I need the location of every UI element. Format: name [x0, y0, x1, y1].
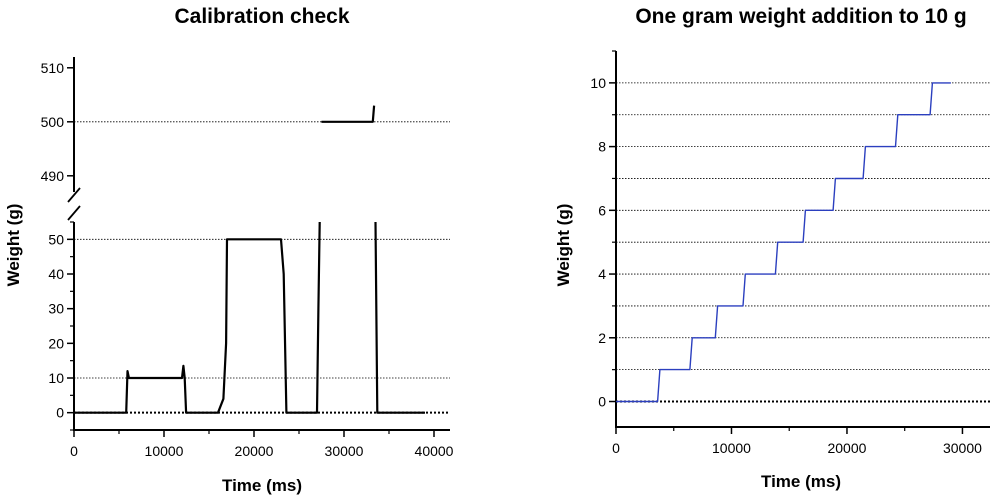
calibration-chart: Calibration check Weight (g) Time (ms) 0… [4, 5, 454, 495]
axis-break-mark [67, 205, 81, 221]
x-tick-label: 20000 [827, 440, 866, 456]
y-tick-label: 8 [598, 139, 606, 155]
axis-break-marks [67, 187, 81, 221]
x-tick-label: 40000 [415, 443, 454, 459]
axes-right [615, 51, 990, 428]
series-right [616, 82, 951, 403]
chart-title-weight-addition: One gram weight addition to 10 g [635, 5, 966, 28]
y-tick-label: 50 [48, 231, 64, 247]
x-tick-label: 20000 [235, 443, 274, 459]
x-tick-label: 30000 [943, 440, 982, 456]
axes-left [73, 57, 450, 431]
reference-lines-left [74, 121, 450, 414]
chart-title-calibration: Calibration check [174, 5, 349, 28]
y-axis-title-right: Weight (g) [554, 204, 573, 287]
ticks-left: 0 10 20 30 40 50 490 500 510 0 10000 20000 30000 4000… [41, 60, 454, 459]
y-axis-title-left: Weight (g) [4, 204, 23, 287]
weight-series-line [616, 82, 951, 403]
x-tick-label: 10000 [712, 440, 751, 456]
x-tick-label: 0 [612, 440, 620, 456]
y-tick-label: 10 [48, 370, 64, 386]
y-tick-label: 2 [598, 330, 606, 346]
axis-break-mark [67, 187, 81, 203]
y-tick-label: 4 [598, 266, 606, 282]
series-left [74, 105, 425, 414]
y-tick-label: 10 [590, 75, 606, 91]
calibration-series-line [74, 105, 425, 414]
y-tick-label: 0 [56, 405, 64, 421]
x-tick-label: 10000 [145, 443, 184, 459]
x-axis-title-left: Time (ms) [222, 476, 302, 495]
y-tick-label: 6 [598, 202, 606, 218]
y-tick-label: 20 [48, 335, 64, 351]
y-tick-label: 510 [41, 60, 65, 76]
y-tick-label: 500 [41, 114, 65, 130]
y-tick-label: 30 [48, 301, 64, 317]
x-tick-label: 0 [70, 443, 78, 459]
weight-addition-chart: One gram weight addition to 10 g Weight … [554, 5, 990, 491]
ticks-right: 0 2 4 6 8 10 0 10000 20000 30000 [590, 50, 982, 456]
y-tick-label: 0 [598, 394, 606, 410]
y-tick-label: 490 [41, 168, 65, 184]
x-axis-title-right: Time (ms) [761, 472, 841, 491]
y-tick-label: 40 [48, 266, 64, 282]
x-tick-label: 30000 [325, 443, 364, 459]
